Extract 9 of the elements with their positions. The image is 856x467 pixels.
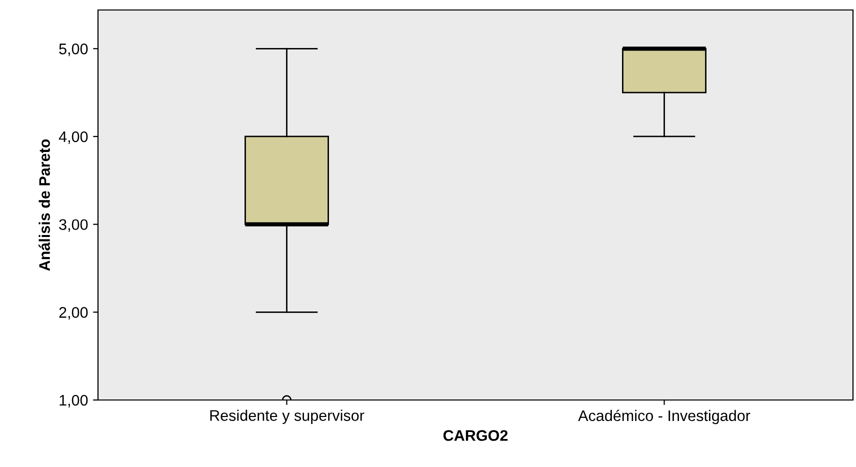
y-tick-label: 1,00 <box>60 394 88 408</box>
x-tick-label: Académico - Investigador <box>578 410 750 424</box>
x-tick-label: Residente y supervisor <box>210 410 364 424</box>
y-tick-label: 4,00 <box>58 131 88 144</box>
y-tick-label: 2,00 <box>59 307 88 320</box>
y-tick-label: 3,00 <box>59 219 88 232</box>
x-axis-title: CARGO2 <box>443 430 508 441</box>
y-tick-label: 5,00 <box>59 44 88 56</box>
y-axis-title: Análisis de Pareto <box>38 139 50 271</box>
